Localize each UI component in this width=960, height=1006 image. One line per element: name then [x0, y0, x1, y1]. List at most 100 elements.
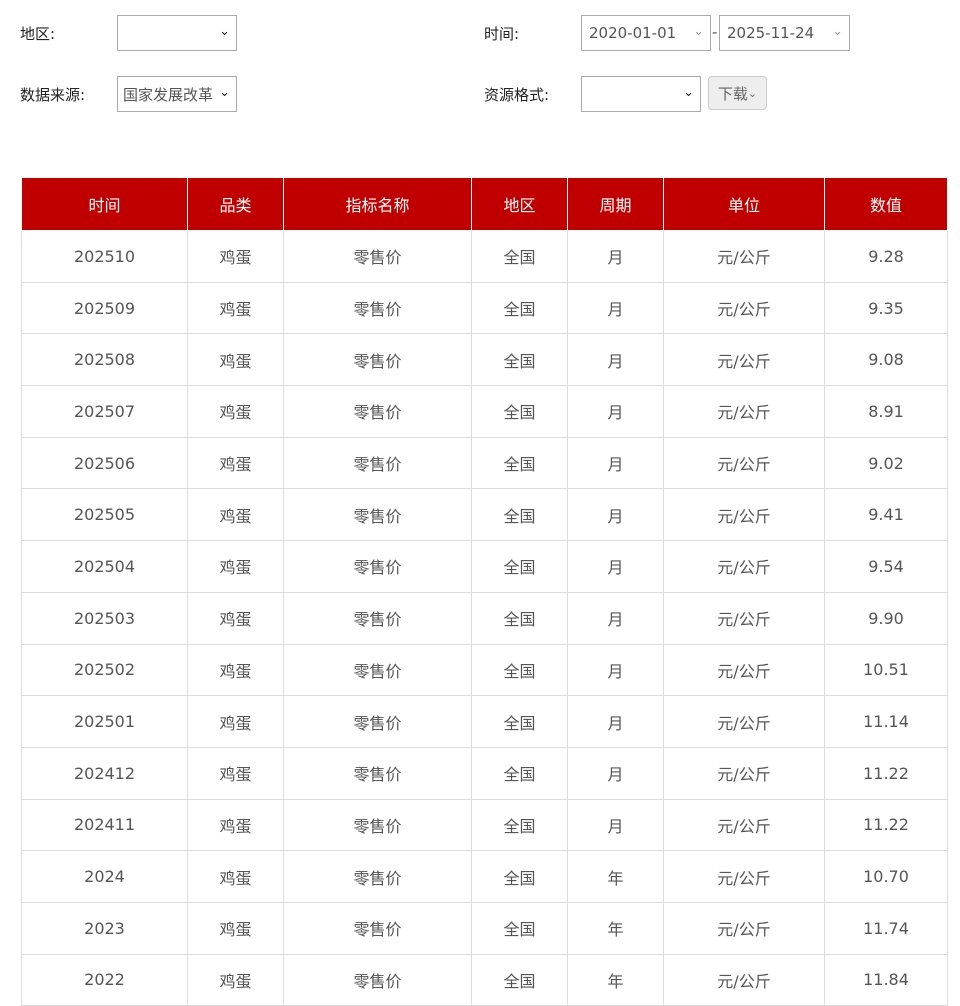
table-cell: 8.91	[824, 385, 948, 438]
table-cell: 9.35	[824, 281, 948, 335]
table-cell: 月	[567, 230, 664, 283]
table-cell: 2024	[21, 850, 188, 903]
table-cell: 元/公斤	[663, 746, 825, 800]
data-table: 时间 品类 指标名称 地区 周期 单位 数值 202510 鸡蛋 零售价 全国月元/公斤 9.28 2…	[21, 178, 948, 1006]
table-cell: 元/公斤	[663, 850, 825, 903]
table-cell: 月	[567, 798, 664, 852]
column-header: 地区	[471, 178, 568, 231]
table-cell: 月	[567, 436, 664, 490]
table-cell: 鸡蛋	[187, 798, 284, 852]
column-header: 单位	[663, 178, 825, 231]
table-cell: 月	[567, 488, 664, 542]
table-row: 202507 鸡蛋 零售价 全国月元/公斤 8.91	[21, 385, 948, 438]
table-cell: 鸡蛋	[187, 230, 284, 283]
table-cell: 鸡蛋	[187, 281, 284, 335]
table-cell: 年	[567, 901, 664, 955]
table-cell: 零售价	[283, 798, 472, 852]
table-cell: 全国	[471, 850, 568, 903]
chevron-down-icon: ⌄	[693, 24, 704, 39]
table-cell: 11.14	[824, 695, 948, 748]
table-cell: 年	[567, 850, 664, 903]
table-cell: 全国	[471, 953, 568, 1006]
table-cell: 月	[567, 643, 664, 697]
table-cell: 11.22	[824, 746, 948, 800]
table-cell: 202509	[21, 281, 188, 335]
chevron-down-icon: ⌄	[683, 85, 694, 100]
table-cell: 鸡蛋	[187, 850, 284, 903]
table-cell: 元/公斤	[663, 333, 825, 387]
source-value: 国家发展改革	[123, 85, 214, 104]
time-end-select[interactable]: 2025-11-24 ⌄	[719, 15, 850, 51]
table-cell: 全国	[471, 746, 568, 800]
table-cell: 零售价	[283, 643, 472, 697]
format-label: 资源格式:	[484, 86, 550, 104]
table-cell: 鸡蛋	[187, 385, 284, 438]
region-select[interactable]: ⌄	[117, 15, 237, 51]
table-cell: 202503	[21, 591, 188, 645]
table-cell: 9.41	[824, 488, 948, 542]
table-cell: 鸡蛋	[187, 591, 284, 645]
table-cell: 9.02	[824, 436, 948, 490]
source-select[interactable]: 国家发展改革 ⌄	[117, 76, 237, 112]
table-header-row: 时间 品类 指标名称 地区 周期 单位 数值	[21, 178, 948, 231]
table-cell: 零售价	[283, 488, 472, 542]
table-cell: 零售价	[283, 695, 472, 748]
table-cell: 零售价	[283, 436, 472, 490]
download-button[interactable]: 下载 ⌄	[708, 76, 767, 110]
table-row: 2023 鸡蛋 零售价 全国年元/公斤 11.74	[21, 901, 948, 955]
table-cell: 2023	[21, 901, 188, 955]
table-row: 2022 鸡蛋 零售价 全国年元/公斤 11.84	[21, 953, 948, 1006]
table-cell: 鸡蛋	[187, 436, 284, 490]
table-cell: 202411	[21, 798, 188, 852]
table-cell: 零售价	[283, 953, 472, 1006]
table-cell: 全国	[471, 695, 568, 748]
table-cell: 零售价	[283, 540, 472, 593]
table-cell: 元/公斤	[663, 798, 825, 852]
table-cell: 元/公斤	[663, 488, 825, 542]
table-cell: 202507	[21, 385, 188, 438]
table-cell: 全国	[471, 591, 568, 645]
table-cell: 全国	[471, 385, 568, 438]
column-header: 周期	[567, 178, 664, 231]
table-row: 202412 鸡蛋 零售价 全国月元/公斤 11.22	[21, 746, 948, 800]
table-cell: 202501	[21, 695, 188, 748]
chevron-down-icon: ⌄	[219, 85, 230, 100]
time-separator: -	[712, 23, 718, 41]
table-cell: 全国	[471, 436, 568, 490]
table-cell: 11.74	[824, 901, 948, 955]
table-cell: 零售价	[283, 230, 472, 283]
format-select[interactable]: ⌄	[581, 76, 701, 112]
table-cell: 全国	[471, 488, 568, 542]
table-cell: 202502	[21, 643, 188, 697]
table-cell: 元/公斤	[663, 643, 825, 697]
table-cell: 全国	[471, 798, 568, 852]
table-row: 202508 鸡蛋 零售价 全国月元/公斤 9.08	[21, 333, 948, 387]
table-row: 202501 鸡蛋 零售价 全国月元/公斤 11.14	[21, 695, 948, 748]
table-row: 202411 鸡蛋 零售价 全国月元/公斤 11.22	[21, 798, 948, 852]
table-cell: 月	[567, 281, 664, 335]
table-cell: 9.54	[824, 540, 948, 593]
table-cell: 202504	[21, 540, 188, 593]
table-cell: 202412	[21, 746, 188, 800]
table-cell: 全国	[471, 230, 568, 283]
column-header: 品类	[187, 178, 284, 231]
table-cell: 月	[567, 385, 664, 438]
table-row: 202509 鸡蛋 零售价 全国月元/公斤 9.35	[21, 281, 948, 335]
table-cell: 元/公斤	[663, 901, 825, 955]
table-cell: 月	[567, 746, 664, 800]
table-cell: 零售价	[283, 333, 472, 387]
time-end-value: 2025-11-24	[727, 24, 815, 42]
column-header: 指标名称	[283, 178, 472, 231]
table-cell: 10.51	[824, 643, 948, 697]
table-cell: 月	[567, 540, 664, 593]
table-row: 202510 鸡蛋 零售价 全国月元/公斤 9.28	[21, 230, 948, 283]
table-cell: 202510	[21, 230, 188, 283]
table-cell: 年	[567, 953, 664, 1006]
table-cell: 零售价	[283, 850, 472, 903]
time-start-select[interactable]: 2020-01-01 ⌄	[581, 15, 711, 51]
table-cell: 鸡蛋	[187, 695, 284, 748]
table-cell: 鸡蛋	[187, 540, 284, 593]
time-label: 时间:	[484, 25, 520, 43]
table-cell: 月	[567, 333, 664, 387]
source-label: 数据来源:	[20, 86, 86, 104]
